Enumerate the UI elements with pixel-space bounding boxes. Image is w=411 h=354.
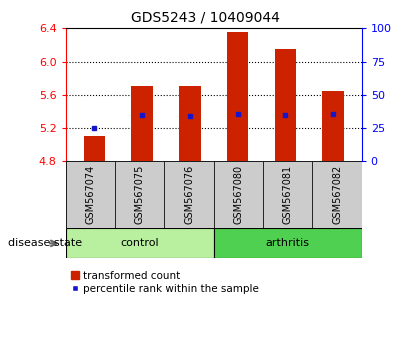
Text: GSM567082: GSM567082: [332, 165, 342, 224]
Bar: [214, 228, 362, 258]
Bar: [164, 161, 214, 228]
Legend: transformed count, percentile rank within the sample: transformed count, percentile rank withi…: [71, 271, 259, 294]
Bar: [227, 32, 248, 161]
Text: GDS5243 / 10409044: GDS5243 / 10409044: [131, 11, 280, 25]
Text: GSM567074: GSM567074: [85, 165, 95, 224]
Bar: [312, 161, 362, 228]
Bar: [115, 161, 164, 228]
Bar: [263, 161, 312, 228]
Bar: [84, 136, 105, 161]
Text: GSM567080: GSM567080: [233, 165, 243, 224]
Bar: [66, 161, 115, 228]
Bar: [179, 86, 201, 161]
Text: disease state: disease state: [8, 238, 82, 249]
FancyBboxPatch shape: [66, 161, 362, 228]
Text: control: control: [120, 238, 159, 249]
Bar: [275, 49, 296, 161]
Text: GSM567075: GSM567075: [135, 165, 145, 224]
Bar: [132, 86, 153, 161]
Bar: [214, 161, 263, 228]
Bar: [66, 228, 214, 258]
Text: GSM567081: GSM567081: [283, 165, 293, 224]
Text: arthritis: arthritis: [266, 238, 310, 249]
Text: GSM567076: GSM567076: [184, 165, 194, 224]
Bar: [322, 91, 344, 161]
